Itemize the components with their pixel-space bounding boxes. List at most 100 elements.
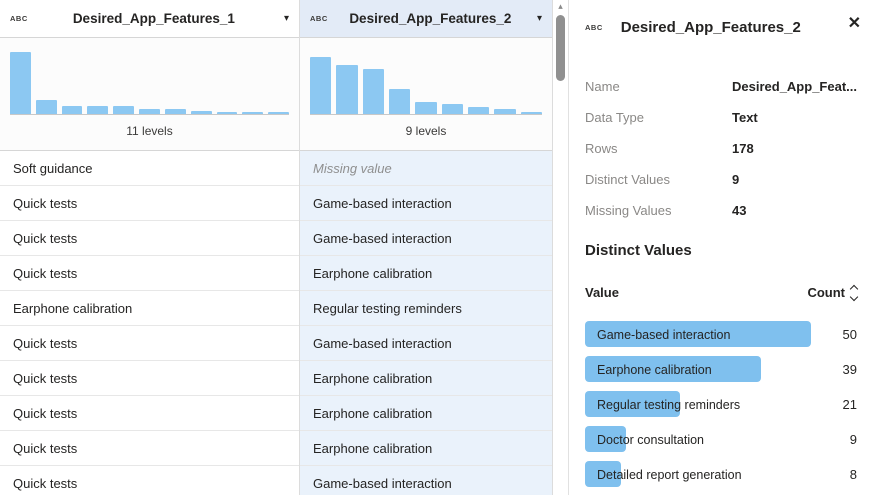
text-type-icon: ABC	[585, 22, 603, 32]
table-cell[interactable]: Game-based interaction	[300, 326, 552, 361]
table-cell[interactable]: Quick tests	[0, 431, 299, 466]
value-bar	[585, 391, 680, 417]
histogram-bar	[362, 69, 384, 114]
value-count: 9	[849, 432, 857, 447]
value-bar	[585, 461, 621, 487]
table-cell[interactable]: Earphone calibration	[0, 291, 299, 326]
field-list: Name Desired_App_Feat... Data Type Text …	[585, 78, 857, 220]
count-column-header[interactable]: Count	[807, 285, 845, 300]
value-distribution-1[interactable]: 11 levels	[0, 38, 299, 151]
distinct-value-row[interactable]: Doctor consultation 9	[585, 422, 857, 457]
data-grid: ABC Desired_App_Features_1 ▾ 11 levels S…	[0, 0, 553, 495]
text-type-icon: ABC	[310, 14, 328, 23]
distinct-value-row[interactable]: Game-based interaction 50	[585, 317, 857, 352]
column-title: Desired_App_Features_1	[72, 11, 235, 26]
field-missing-values: Missing Values 43	[585, 202, 857, 220]
column-header-1[interactable]: ABC Desired_App_Features_1 ▾	[0, 0, 299, 38]
panel-header: ABC Desired_App_Features_2	[585, 14, 857, 40]
value-label: Game-based interaction	[597, 327, 731, 342]
distinct-value-row[interactable]: Earphone calibration 39	[585, 352, 857, 387]
chevron-down-icon[interactable]: ▾	[536, 13, 542, 24]
column-title: Desired_App_Features_2	[349, 11, 512, 26]
distinct-values-list: Game-based interaction 50 Earphone calib…	[585, 317, 857, 492]
table-cell[interactable]: Game-based interaction	[300, 186, 552, 221]
field-distinct-values: Distinct Values 9	[585, 171, 857, 189]
field-label: Distinct Values	[585, 172, 671, 187]
histogram-bar	[310, 57, 332, 114]
table-cell[interactable]: Quick tests	[0, 256, 299, 291]
scroll-up-icon[interactable]: ▴	[558, 1, 563, 11]
histogram-bar	[113, 106, 135, 114]
levels-label: 11 levels	[126, 124, 173, 138]
field-label: Missing Values	[585, 203, 672, 218]
table-cell[interactable]: Earphone calibration	[300, 431, 552, 466]
table-cell[interactable]: Game-based interaction	[300, 221, 552, 256]
field-value: 178	[732, 141, 754, 156]
histogram-bar	[388, 89, 411, 114]
distinct-values-table-header: Value Count	[585, 284, 859, 301]
value-count: 8	[849, 467, 857, 482]
value-distribution-2[interactable]: 9 levels	[300, 38, 552, 151]
value-label: Earphone calibration	[597, 362, 712, 377]
column-header-2[interactable]: ABC Desired_App_Features_2 ▾	[300, 0, 552, 38]
histogram-bar	[415, 102, 437, 114]
table-cell[interactable]: Quick tests	[0, 326, 299, 361]
table-cell[interactable]: Game-based interaction	[300, 466, 552, 495]
histogram-bar	[35, 100, 57, 114]
scrollbar-thumb[interactable]	[556, 15, 565, 81]
table-cell[interactable]: Quick tests	[0, 221, 299, 256]
table-cell[interactable]: Earphone calibration	[300, 256, 552, 291]
table-cell[interactable]: Quick tests	[0, 361, 299, 396]
histogram-bar	[441, 104, 463, 114]
histogram-bar	[494, 109, 516, 114]
column-detail-panel: ABC Desired_App_Features_2 ✕ Name Desire…	[568, 0, 876, 495]
table-cell[interactable]: Quick tests	[0, 186, 299, 221]
table-cell[interactable]: Quick tests	[0, 396, 299, 431]
value-column-header: Value	[585, 285, 619, 300]
histogram-bar	[467, 107, 490, 114]
field-label: Rows	[585, 141, 618, 156]
field-label: Data Type	[585, 110, 645, 125]
distinct-value-row[interactable]: Detailed report generation 8	[585, 457, 857, 492]
histogram-bar	[216, 112, 238, 114]
histogram-bar	[520, 112, 542, 114]
table-cell[interactable]: Earphone calibration	[300, 361, 552, 396]
table-cell[interactable]: Earphone calibration	[300, 396, 552, 431]
histogram-bar	[10, 52, 31, 114]
field-value: Text	[732, 110, 758, 125]
value-count: 39	[842, 362, 857, 377]
table-cell[interactable]: Regular testing reminders	[300, 291, 552, 326]
histogram-bar	[61, 106, 83, 114]
value-bar	[585, 321, 811, 347]
histogram-bar	[139, 109, 160, 114]
value-label: Doctor consultation	[597, 432, 705, 447]
table-cell-missing[interactable]: Missing value	[300, 151, 552, 186]
field-label: Name	[585, 79, 620, 94]
histogram-bar	[164, 109, 186, 114]
grid-scrollbar[interactable]: ▴	[553, 0, 568, 495]
histogram-bar	[242, 112, 264, 114]
field-rows: Rows 178	[585, 140, 857, 158]
levels-label: 9 levels	[405, 124, 447, 138]
chevron-down-icon[interactable]: ▾	[283, 13, 289, 24]
value-label: Regular testing reminders	[597, 397, 741, 412]
histogram-bar	[190, 111, 212, 114]
field-data-type: Data Type Text	[585, 109, 857, 127]
text-type-icon: ABC	[10, 14, 28, 23]
field-value: Desired_App_Feat...	[732, 79, 857, 94]
histogram-bar	[87, 106, 109, 114]
histogram	[10, 45, 289, 115]
sort-icon[interactable]	[849, 284, 859, 301]
value-count: 21	[842, 397, 857, 412]
histogram-bar	[268, 112, 289, 114]
histogram	[310, 45, 542, 115]
distinct-value-row[interactable]: Regular testing reminders 21	[585, 387, 857, 422]
value-bar	[585, 356, 761, 382]
field-value: 9	[732, 172, 740, 187]
column-desired-app-features-1: ABC Desired_App_Features_1 ▾ 11 levels S…	[0, 0, 300, 495]
close-icon[interactable]: ✕	[847, 15, 861, 32]
table-cell[interactable]: Soft guidance	[0, 151, 299, 186]
table-cell[interactable]: Quick tests	[0, 466, 299, 495]
distinct-values-heading: Distinct Values	[585, 242, 692, 259]
